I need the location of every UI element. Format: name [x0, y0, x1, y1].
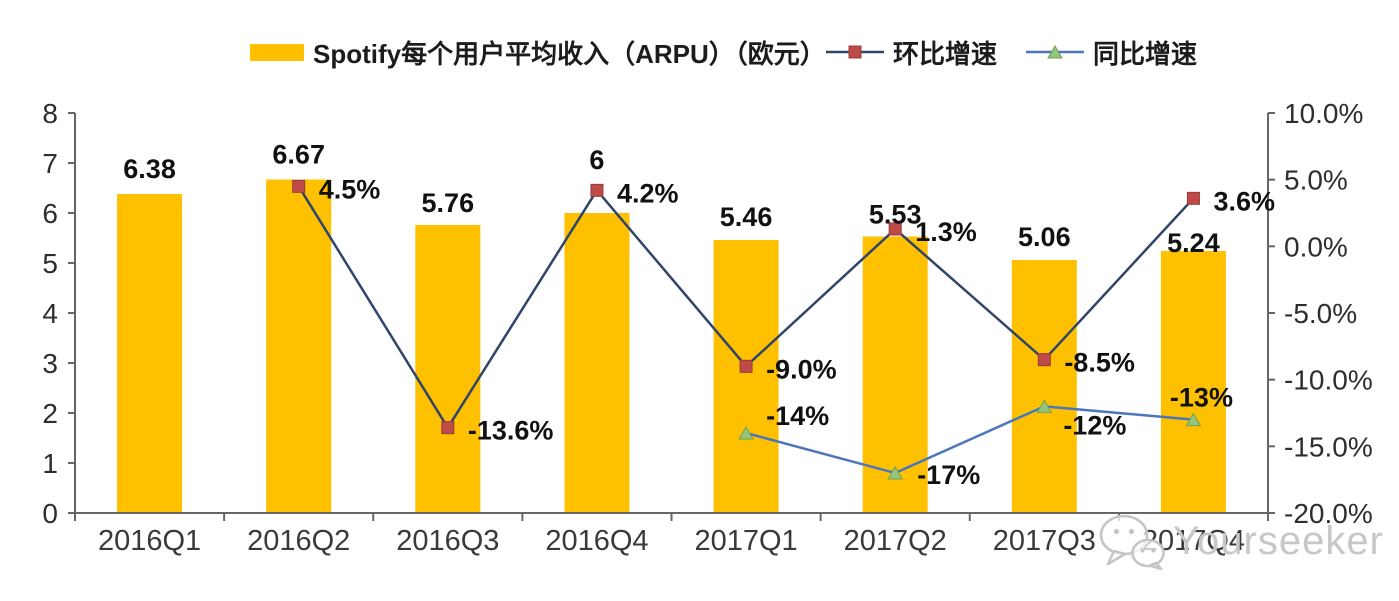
arpu-bar-swatch	[250, 43, 304, 61]
bar-value-label: 5.24	[1167, 228, 1220, 258]
qoq-growth-marker-2017Q1	[739, 359, 753, 373]
legend-item-qoq-growth: 环比增速	[826, 36, 998, 69]
bar-2017Q1	[713, 240, 779, 513]
bar-value-label: 6.67	[272, 140, 325, 170]
qoq-growth-marker-2017Q3	[1037, 353, 1051, 367]
legend-item-arpu: Spotify每个用户平均收入（ARPU）（欧元）	[250, 36, 826, 69]
x-axis-label-2017Q4: 2017Q4	[1142, 525, 1245, 557]
right-axis-tick-label: -15.0%	[1284, 431, 1373, 462]
yoy-growth-label: -14%	[766, 401, 829, 431]
x-axis-label-2016Q2: 2016Q2	[247, 525, 350, 557]
left-axis-tick-label: 5	[42, 248, 58, 279]
yoy-growth-label: -12%	[1063, 410, 1126, 440]
bar-2016Q2	[266, 179, 332, 513]
qoq-growth-label: 3.6%	[1213, 186, 1275, 216]
qoq-growth-label: -9.0%	[766, 354, 837, 384]
x-axis-label-2016Q4: 2016Q4	[545, 525, 648, 557]
yoy-growth-marker-2017Q2	[887, 466, 904, 480]
right-axis-tick-label: 5.0%	[1284, 165, 1348, 196]
legend-label-yoy-growth: 同比增速	[1093, 38, 1198, 69]
left-axis-tick-label: 6	[42, 198, 58, 229]
bar-2016Q1	[117, 194, 183, 513]
qoq-growth-marker-2016Q2	[292, 179, 306, 193]
legend-label-qoq-growth: 环比增速	[893, 38, 998, 69]
qoq-growth-marker-2016Q3	[441, 421, 455, 435]
bar-value-label: 5.46	[720, 202, 773, 232]
x-axis-label-2017Q1: 2017Q1	[694, 525, 797, 557]
bar-value-label: 5.76	[422, 188, 475, 218]
qoq-growth-label: 4.5%	[319, 174, 381, 204]
left-axis-tick-label: 2	[42, 398, 58, 429]
bar-2017Q4	[1160, 251, 1226, 513]
yoy-growth-label: -13%	[1170, 383, 1233, 413]
bar-value-label: 5.53	[869, 200, 922, 230]
yoy-growth-marker-2017Q1	[738, 426, 754, 440]
left-axis-tick-label: 3	[42, 348, 58, 379]
qoq-growth-label: 1.3%	[915, 217, 977, 247]
x-axis-label-2017Q2: 2017Q2	[844, 525, 947, 557]
right-axis-tick-label: 0.0%	[1284, 231, 1348, 262]
legend-item-yoy-growth: 同比增速	[1026, 36, 1198, 69]
left-axis-tick-label: 1	[42, 448, 58, 479]
yoy-growth-marker-2017Q4	[1185, 412, 1202, 427]
left-axis-tick-label: 0	[42, 498, 58, 529]
yoy-growth-label: -17%	[917, 460, 980, 490]
left-axis-tick-label: 8	[42, 98, 58, 129]
qoq-growth-label: 4.2%	[617, 178, 679, 208]
yoy-growth-line	[745, 405, 1194, 475]
right-axis-tick-label: -5.0%	[1284, 298, 1357, 329]
right-axis-tick-label: 10.0%	[1284, 98, 1363, 129]
x-axis-label-2016Q3: 2016Q3	[396, 525, 499, 557]
x-axis-label-2017Q3: 2017Q3	[993, 525, 1096, 557]
qoq-growth-marker-2017Q4	[1186, 191, 1200, 205]
qoq-line-swatch	[826, 45, 884, 59]
yoy-growth-marker-2017Q3	[1036, 399, 1053, 413]
bar-value-label: 5.06	[1018, 222, 1071, 252]
bar-value-label: 6	[589, 145, 604, 175]
qoq-growth-label: -8.5%	[1064, 348, 1135, 378]
right-axis-tick-label: -10.0%	[1284, 365, 1373, 396]
yoy-line-swatch	[1026, 45, 1084, 59]
bar-value-label: 6.38	[123, 154, 176, 184]
qoq-growth-marker-2017Q2	[888, 222, 902, 236]
left-axis-tick-label: 7	[42, 148, 58, 179]
bar-2017Q3	[1011, 260, 1077, 513]
bar-2016Q4	[564, 213, 630, 513]
bar-2016Q3	[415, 225, 481, 513]
qoq-growth-label: -13.6%	[468, 416, 554, 446]
legend-label-arpu: Spotify每个用户平均收入（ARPU）（欧元）	[313, 38, 826, 69]
left-axis-tick-label: 4	[42, 298, 58, 329]
right-axis-tick-label: -20.0%	[1284, 498, 1373, 529]
x-axis-label-2016Q1: 2016Q1	[98, 525, 201, 557]
qoq-growth-marker-2016Q4	[590, 183, 604, 197]
